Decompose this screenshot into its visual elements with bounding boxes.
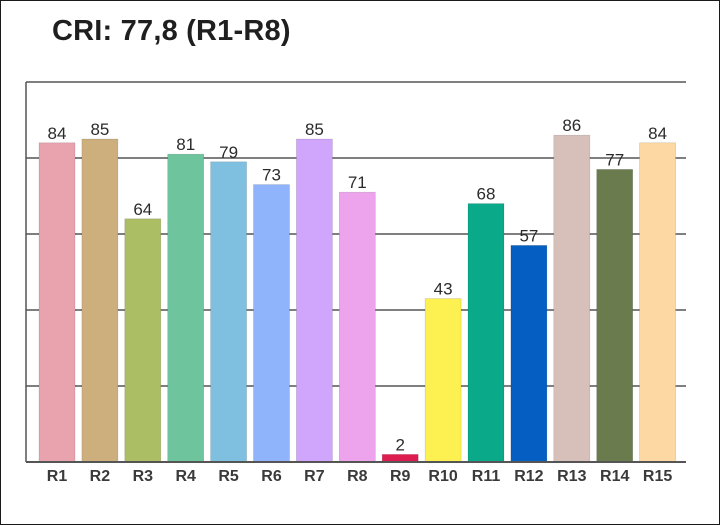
- x-tick-r7: R7: [304, 468, 325, 485]
- bar-r10: [424, 298, 462, 463]
- value-label-r13: 86: [562, 116, 581, 135]
- x-tick-r14: R14: [600, 468, 629, 485]
- value-labels: 84 85 64 81 79 73 85 71 2 43 68 57 86 77 84: [48, 116, 668, 454]
- value-label-r15: 84: [648, 124, 667, 143]
- x-tick-labels: R1 R2 R3 R4 R5 R6 R7 R8 R9 R10 R11 R12 R13 R14 R15: [47, 468, 673, 485]
- x-tick-r3: R3: [133, 468, 154, 485]
- value-label-r4: 81: [176, 135, 195, 154]
- value-label-r7: 85: [305, 120, 324, 139]
- bar-r5: [210, 161, 247, 463]
- bars: [38, 134, 676, 463]
- bar-r9: [381, 454, 419, 463]
- bar-r1: [38, 142, 76, 463]
- chart-title: CRI: 77,8 (R1-R8): [52, 15, 291, 47]
- x-tick-r12: R12: [514, 468, 543, 485]
- x-tick-r8: R8: [347, 468, 368, 485]
- value-label-r9: 2: [395, 435, 404, 454]
- x-tick-r4: R4: [175, 468, 196, 485]
- x-tick-r2: R2: [90, 468, 111, 485]
- bar-r13: [553, 134, 591, 463]
- bar-r14: [596, 169, 634, 463]
- value-label-r3: 64: [133, 200, 152, 219]
- bar-r3: [124, 218, 162, 463]
- bar-r4: [167, 153, 204, 463]
- bar-r6: [253, 184, 290, 463]
- value-label-r6: 73: [262, 166, 281, 185]
- bar-r2: [81, 138, 119, 463]
- value-label-r14: 77: [605, 150, 624, 169]
- x-tick-r15: R15: [643, 468, 672, 485]
- x-tick-r5: R5: [218, 468, 239, 485]
- x-tick-r11: R11: [472, 468, 501, 485]
- value-label-r11: 68: [477, 185, 496, 204]
- value-label-r1: 84: [48, 124, 67, 143]
- axes: [25, 82, 686, 463]
- value-label-r10: 43: [434, 280, 453, 299]
- x-tick-r13: R13: [557, 468, 586, 485]
- value-label-r2: 85: [90, 120, 109, 139]
- bar-r7: [296, 138, 333, 463]
- x-tick-r6: R6: [261, 468, 282, 485]
- bar-r12: [510, 245, 548, 463]
- x-tick-r9: R9: [390, 468, 411, 485]
- x-tick-r1: R1: [47, 468, 68, 485]
- value-label-r5: 79: [219, 143, 238, 162]
- value-label-r8: 71: [348, 173, 367, 192]
- bar-r8: [338, 191, 376, 463]
- bar-r15: [639, 142, 676, 463]
- x-tick-r10: R10: [428, 468, 457, 485]
- bar-r11: [467, 203, 505, 463]
- value-label-r12: 57: [519, 226, 538, 245]
